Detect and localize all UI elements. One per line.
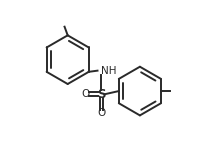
Text: O: O (82, 89, 90, 99)
Text: S: S (97, 88, 106, 101)
Text: O: O (97, 108, 105, 118)
Text: NH: NH (101, 66, 117, 76)
